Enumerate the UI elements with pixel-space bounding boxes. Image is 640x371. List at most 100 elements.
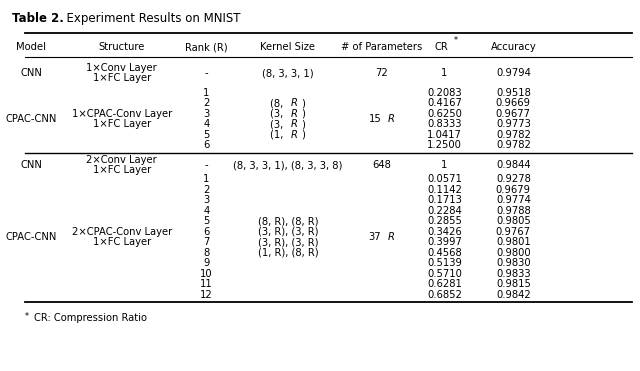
- Text: 72: 72: [376, 68, 388, 78]
- Text: 12: 12: [200, 290, 212, 300]
- Text: 2×Conv Layer: 2×Conv Layer: [86, 155, 157, 165]
- Text: 0.3997: 0.3997: [427, 237, 462, 247]
- Text: Structure: Structure: [99, 42, 145, 52]
- Text: 0.9767: 0.9767: [496, 227, 531, 237]
- Text: 0.9794: 0.9794: [496, 68, 531, 78]
- Text: R: R: [291, 98, 298, 108]
- Text: CNN: CNN: [20, 68, 42, 78]
- Text: (3, R), (3, R): (3, R), (3, R): [257, 227, 318, 237]
- Text: 0.9844: 0.9844: [496, 160, 531, 170]
- Text: 8: 8: [204, 248, 209, 258]
- Text: 0.9842: 0.9842: [496, 290, 531, 300]
- Text: (3,: (3,: [270, 119, 287, 129]
- Text: Experiment Results on MNIST: Experiment Results on MNIST: [59, 12, 241, 25]
- Text: 6: 6: [203, 227, 209, 237]
- Text: 0.2855: 0.2855: [427, 216, 462, 226]
- Text: CNN: CNN: [20, 160, 42, 170]
- Text: 0.1142: 0.1142: [427, 185, 462, 195]
- Text: -: -: [205, 160, 208, 170]
- Text: (3, R), (3, R): (3, R), (3, R): [257, 237, 318, 247]
- Text: (8, 3, 3, 1), (8, 3, 3, 8): (8, 3, 3, 1), (8, 3, 3, 8): [233, 160, 342, 170]
- Text: R: R: [291, 109, 298, 119]
- Text: 6: 6: [203, 140, 209, 150]
- Text: 0.9677: 0.9677: [496, 109, 531, 119]
- Text: CR: Compression Ratio: CR: Compression Ratio: [34, 313, 147, 323]
- Text: 0.6281: 0.6281: [427, 279, 462, 289]
- Text: Model: Model: [16, 42, 46, 52]
- Text: 11: 11: [200, 279, 212, 289]
- Text: 648: 648: [372, 160, 391, 170]
- Text: 0.1713: 0.1713: [427, 195, 462, 205]
- Text: 9: 9: [203, 258, 209, 268]
- Text: *: *: [25, 312, 29, 321]
- Text: 0.9782: 0.9782: [496, 130, 531, 140]
- Text: 3: 3: [204, 195, 209, 205]
- Text: 0.3426: 0.3426: [427, 227, 462, 237]
- Text: 0.6852: 0.6852: [427, 290, 462, 300]
- Text: (8, 3, 3, 1): (8, 3, 3, 1): [262, 68, 314, 78]
- Text: 2: 2: [203, 185, 209, 195]
- Text: 15: 15: [369, 114, 382, 124]
- Text: 0.6250: 0.6250: [427, 109, 462, 119]
- Text: (8,: (8,: [270, 98, 287, 108]
- Text: 0.9679: 0.9679: [496, 185, 531, 195]
- Text: R: R: [291, 119, 298, 129]
- Text: CPAC-CNN: CPAC-CNN: [5, 232, 57, 242]
- Text: 0.9815: 0.9815: [496, 279, 531, 289]
- Text: R: R: [291, 130, 298, 140]
- Text: 0.9805: 0.9805: [496, 216, 531, 226]
- Text: CPAC-CNN: CPAC-CNN: [5, 114, 57, 124]
- Text: 37: 37: [368, 232, 381, 242]
- Text: 1: 1: [441, 68, 447, 78]
- Text: ): ): [301, 119, 305, 129]
- Text: 4: 4: [204, 119, 209, 129]
- Text: 1.0417: 1.0417: [427, 130, 462, 140]
- Text: 0.9830: 0.9830: [496, 258, 531, 268]
- Text: (1, R), (8, R): (1, R), (8, R): [257, 248, 318, 258]
- Text: 0.9278: 0.9278: [496, 174, 531, 184]
- Text: 4: 4: [204, 206, 209, 216]
- Text: 0.9788: 0.9788: [496, 206, 531, 216]
- Text: 1×FC Layer: 1×FC Layer: [93, 73, 151, 83]
- Text: 0.9518: 0.9518: [496, 88, 531, 98]
- Text: 2×CPAC-Conv Layer: 2×CPAC-Conv Layer: [72, 227, 172, 237]
- Text: 1×FC Layer: 1×FC Layer: [93, 237, 151, 247]
- Text: 0.9800: 0.9800: [496, 248, 531, 258]
- Text: 0.5139: 0.5139: [427, 258, 462, 268]
- Text: (1,: (1,: [270, 130, 287, 140]
- Text: *: *: [454, 36, 458, 45]
- Text: ): ): [301, 130, 305, 140]
- Text: 2: 2: [203, 98, 209, 108]
- Text: ): ): [301, 98, 305, 108]
- Text: 1×FC Layer: 1×FC Layer: [93, 119, 151, 129]
- Text: 0.9773: 0.9773: [496, 119, 531, 129]
- Text: (3,: (3,: [270, 109, 287, 119]
- Text: 0.4167: 0.4167: [427, 98, 462, 108]
- Text: 1×CPAC-Conv Layer: 1×CPAC-Conv Layer: [72, 109, 172, 119]
- Text: 1: 1: [203, 174, 209, 184]
- Text: 0.0571: 0.0571: [427, 174, 462, 184]
- Text: 0.2284: 0.2284: [427, 206, 462, 216]
- Text: 0.5710: 0.5710: [427, 269, 462, 279]
- Text: Rank (R): Rank (R): [185, 42, 228, 52]
- Text: 1×FC Layer: 1×FC Layer: [93, 165, 151, 175]
- Text: 0.8333: 0.8333: [427, 119, 461, 129]
- Text: 5: 5: [203, 216, 209, 226]
- Text: 0.9801: 0.9801: [496, 237, 531, 247]
- Text: Table 2.: Table 2.: [12, 12, 63, 25]
- Text: ): ): [301, 109, 305, 119]
- Text: 1.2500: 1.2500: [427, 140, 462, 150]
- Text: -: -: [205, 68, 208, 78]
- Text: 7: 7: [203, 237, 209, 247]
- Text: 0.9774: 0.9774: [496, 195, 531, 205]
- Text: Accuracy: Accuracy: [490, 42, 536, 52]
- Text: 0.9782: 0.9782: [496, 140, 531, 150]
- Text: CR: CR: [435, 42, 448, 52]
- Text: R: R: [388, 114, 395, 124]
- Text: # of Parameters: # of Parameters: [341, 42, 422, 52]
- Text: 1×Conv Layer: 1×Conv Layer: [86, 63, 157, 73]
- Text: Kernel Size: Kernel Size: [260, 42, 316, 52]
- Text: 5: 5: [203, 130, 209, 140]
- Text: 10: 10: [200, 269, 212, 279]
- Text: 3: 3: [204, 109, 209, 119]
